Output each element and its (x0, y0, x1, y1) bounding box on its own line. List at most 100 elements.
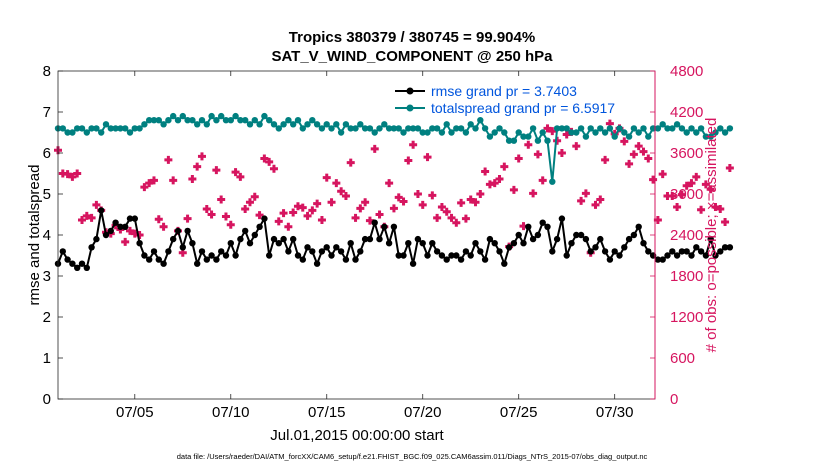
totalspread-point (366, 125, 374, 132)
totalspread-point (697, 125, 705, 132)
totalspread-point (453, 125, 460, 132)
totalspread-point (645, 133, 652, 140)
rmse-point (707, 235, 714, 243)
totalspread-point (318, 125, 326, 132)
totalspread-point (505, 137, 513, 144)
rmse-point (457, 256, 465, 263)
obs-marker (509, 185, 518, 194)
obs-marker (274, 217, 283, 226)
obs-marker (716, 205, 725, 214)
totalspread-point (630, 125, 638, 132)
totalspread-point (587, 125, 594, 132)
totalspread-point (549, 178, 556, 185)
rmse-point (213, 256, 220, 263)
totalspread-point (146, 117, 153, 124)
totalspread-point (136, 125, 143, 132)
rmse-point (112, 219, 119, 226)
legend: rmse grand pr = 3.7403 totalspread grand… (395, 83, 615, 116)
rmse-point (438, 252, 446, 259)
x-tick-label: 07/15 (308, 404, 346, 421)
obs-marker (721, 218, 730, 227)
obs-marker (596, 195, 605, 204)
rmse-point (266, 252, 273, 259)
obs-marker (183, 214, 192, 223)
totalspread-point (429, 125, 436, 132)
rmse-point (573, 231, 580, 239)
rmse-point (640, 240, 647, 247)
left-y-axis-label: rmse and totalspread (26, 165, 43, 306)
rmse-point (170, 235, 177, 243)
totalspread-point (712, 129, 719, 136)
x-tick-label: 07/30 (596, 404, 634, 421)
obs-marker (658, 170, 667, 179)
totalspread-point (472, 125, 479, 132)
totalspread-point (520, 133, 527, 140)
totalspread-point (304, 121, 311, 128)
totalspread-point (616, 125, 623, 132)
totalspread-point (510, 137, 518, 144)
obs-marker (687, 179, 696, 188)
rmse-point (616, 252, 623, 259)
obs-marker (121, 237, 130, 246)
rmse-point (558, 215, 566, 222)
totalspread-point (59, 125, 66, 132)
rmse-point (102, 231, 110, 239)
rmse-point (83, 264, 91, 271)
rmse-point (630, 231, 638, 239)
totalspread-point (688, 125, 695, 132)
obs-marker (442, 207, 451, 216)
rmse-point (429, 240, 436, 247)
obs-marker (725, 164, 734, 173)
totalspread-point (606, 125, 614, 132)
obs-marker (236, 172, 245, 181)
rmse-point (491, 240, 498, 247)
totalspread-point (501, 129, 508, 136)
obs-marker (73, 169, 82, 178)
totalspread-point (371, 129, 378, 136)
rmse-point (654, 256, 662, 263)
obs-marker (389, 204, 398, 213)
rmse-point (702, 252, 710, 259)
obs-marker (697, 205, 706, 214)
obs-marker (404, 156, 413, 165)
obs-marker (169, 176, 178, 185)
obs-marker (639, 147, 648, 156)
rmse-point (227, 240, 234, 247)
rmse-point (333, 244, 340, 251)
obs-marker (625, 159, 634, 168)
totalspread-point (438, 129, 446, 136)
right-y-tick-label: 600 (670, 350, 695, 367)
totalspread-point (664, 125, 671, 132)
obs-marker (341, 192, 350, 201)
rmse-point (69, 260, 76, 267)
obs-marker (346, 158, 355, 167)
totalspread-point (198, 117, 206, 124)
rmse-point (611, 248, 618, 255)
rmse-point (261, 215, 268, 222)
rmse-point (160, 260, 167, 267)
totalspread-point (261, 112, 268, 120)
totalspread-point (237, 117, 244, 124)
x-tick-label: 07/10 (212, 404, 250, 421)
totalspread-point (534, 137, 542, 144)
totalspread-point (88, 125, 95, 132)
rmse-point (285, 248, 292, 255)
totalspread-point (150, 117, 158, 124)
rmse-point (496, 248, 503, 255)
obs-marker (154, 215, 163, 224)
totalspread-point (299, 125, 306, 132)
totalspread-point (405, 125, 412, 132)
obs-marker (706, 185, 715, 194)
rmse-point (717, 248, 724, 255)
rmse-point (453, 252, 460, 259)
rmse-point (520, 240, 527, 247)
obs-marker (437, 202, 446, 211)
obs-marker (524, 140, 533, 149)
obs-marker (452, 218, 461, 227)
totalspread-point (78, 125, 86, 132)
data-file-footer: data file: /Users/raeder/DAI/ATM_forcXX/… (177, 452, 648, 461)
obs-marker (476, 190, 485, 198)
rmse-point (539, 219, 546, 226)
totalspread-point (256, 121, 263, 128)
obs-marker (572, 142, 581, 151)
